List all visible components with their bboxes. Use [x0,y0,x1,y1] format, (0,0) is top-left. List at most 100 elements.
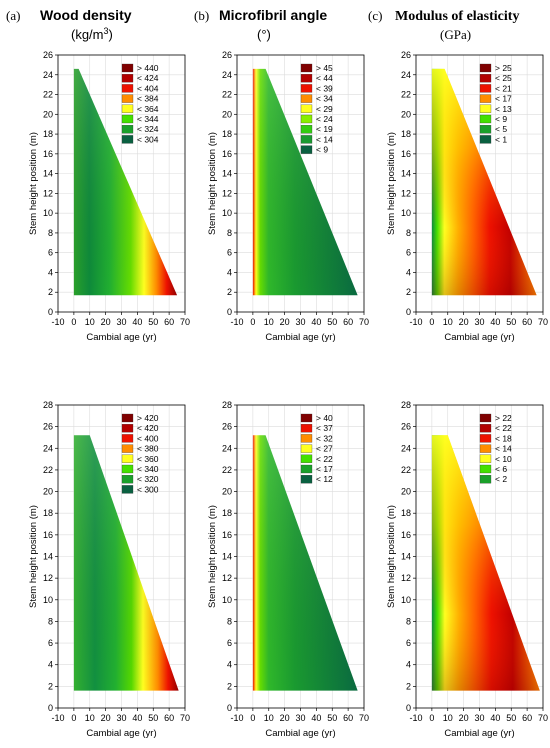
contour-surface-overlay [252,68,358,296]
contour-surface-overlay [431,68,537,296]
y-tick-label: 6 [227,638,232,648]
legend-label: < 1 [495,134,507,144]
x-tick-label: 60 [164,713,174,723]
x-axis-label: Cambial age (yr) [86,332,156,343]
y-axis-label: Stem height position (m) [386,505,397,608]
y-tick-label: 16 [222,530,232,540]
chart-panel-5: -10 0 10 20 30 40 50 60 700246810121416182022242… [207,400,369,739]
legend-label: < 9 [495,114,507,124]
header-wood-density: (a) Wood density (kg/m3) [6,7,132,42]
legend-label: > 440 [137,63,159,73]
x-tick-label: 20 [280,713,290,723]
y-tick-label: 20 [43,109,53,119]
x-tick-label: -10 [409,317,422,327]
legend-swatch [300,104,313,113]
y-tick-label: 14 [401,169,411,179]
legend: > 420< 420< 400< 380< 360< 340< 320< 300 [121,413,159,494]
x-tick-label: 70 [180,317,190,327]
legend-label: < 19 [316,124,333,134]
legend-swatch [479,114,492,124]
legend-swatch [121,444,134,453]
legend-swatch [121,485,134,494]
chart-panels: -10 0 10 20 30 40 50 60 700246810121416182022242… [28,50,548,739]
legend-label: < 2 [495,474,507,484]
x-tick-label: 50 [506,317,516,327]
legend-swatch [121,464,134,474]
legend: > 22< 22< 18< 14< 10< 6< 2 [479,413,512,484]
x-tick-label: 0 [429,317,434,327]
y-tick-label: 14 [43,552,53,562]
y-tick-label: 20 [401,487,411,497]
chart-panel-6: -10 0 10 20 30 40 50 60 700246810121416182022242… [386,400,548,739]
legend-swatch [121,424,134,433]
y-tick-label: 4 [48,660,53,670]
legend-label: < 18 [495,433,512,443]
legend-swatch [479,104,492,113]
legend-swatch [121,104,134,113]
y-axis-label: Stem height position (m) [207,505,218,608]
y-tick-label: 22 [222,465,232,475]
y-tick-label: 26 [222,422,232,432]
y-tick-label: 4 [406,267,411,277]
chart-panel-2: -10 0 10 20 30 40 50 60 700246810121416182022242… [207,50,369,343]
legend-swatch [121,84,134,93]
legend-label: < 384 [137,94,159,104]
legend-label: < 340 [137,464,159,474]
y-tick-label: 12 [222,188,232,198]
legend-swatch [300,454,313,463]
y-tick-label: 18 [43,129,53,139]
y-tick-label: 28 [401,400,411,410]
y-tick-label: 0 [48,307,53,317]
legend-label: < 300 [137,484,159,494]
legend-label: < 34 [316,94,333,104]
x-axis-label: Cambial age (yr) [265,728,335,739]
contour-surface-overlay [431,435,540,691]
y-tick-label: 0 [227,307,232,317]
y-tick-label: 24 [401,70,411,80]
x-tick-label: 40 [490,317,500,327]
legend-swatch [300,434,313,443]
y-tick-label: 2 [406,681,411,691]
y-tick-label: 18 [401,129,411,139]
column-headers: (a) Wood density (kg/m3) (b) Microfibril… [6,7,519,42]
x-tick-label: 30 [116,713,126,723]
x-tick-label: 30 [474,713,484,723]
y-tick-label: 12 [43,573,53,583]
legend: > 40< 37< 32< 27< 22< 17< 12 [300,413,333,484]
y-tick-label: 2 [406,287,411,297]
y-tick-label: 0 [48,703,53,713]
legend-swatch [479,475,492,484]
legend-label: < 25 [495,73,512,83]
y-tick-label: 12 [401,188,411,198]
y-tick-label: 12 [222,573,232,583]
y-tick-label: 2 [48,681,53,691]
legend-swatch [300,94,313,103]
y-tick-label: 18 [222,508,232,518]
x-tick-label: 10 [264,713,274,723]
y-tick-label: 2 [227,681,232,691]
x-tick-label: 0 [250,713,255,723]
legend-swatch [300,135,313,144]
header-letter: (a) [6,8,20,23]
header-unit: (°) [257,27,271,42]
y-tick-label: 16 [43,530,53,540]
legend-label: < 9 [316,145,328,155]
legend-swatch [479,74,492,83]
y-tick-label: 26 [222,50,232,60]
x-tick-label: 10 [264,317,274,327]
contour-surface-overlay [73,435,179,691]
header-title: Modulus of elasticity [395,9,519,24]
legend-label: < 44 [316,73,333,83]
y-tick-label: 10 [43,208,53,218]
legend-label: > 25 [495,63,512,73]
legend-swatch [300,114,313,124]
legend-label: < 12 [316,474,333,484]
y-tick-label: 10 [222,595,232,605]
header-title: Microfibril angle [219,7,327,23]
y-tick-label: 0 [406,703,411,713]
y-tick-label: 8 [406,616,411,626]
x-tick-label: 60 [522,713,532,723]
legend-label: < 320 [137,474,159,484]
x-tick-label: 50 [148,713,158,723]
legend-swatch [300,475,313,484]
